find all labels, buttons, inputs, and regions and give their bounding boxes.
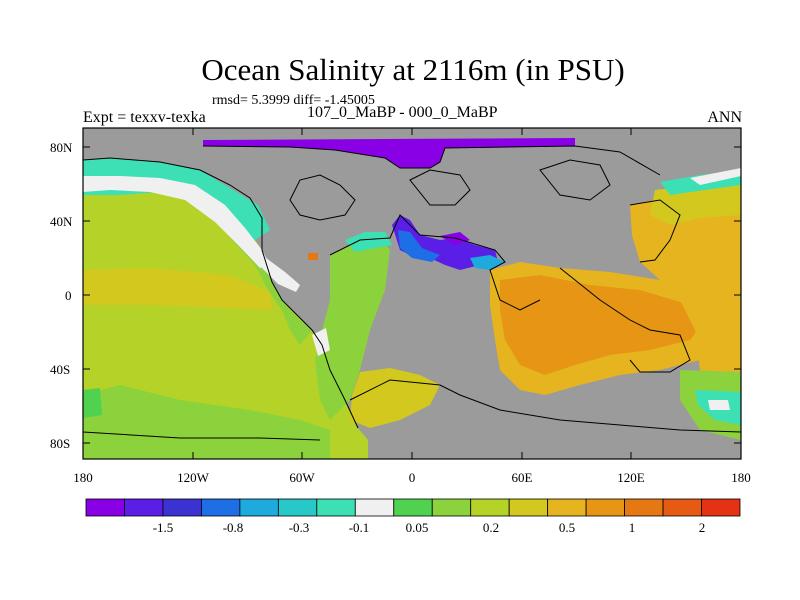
colorbar-box — [354, 498, 395, 517]
arctic-purple-band — [203, 138, 575, 168]
colorbar-label: 2 — [699, 520, 706, 535]
indian-ocean-dark-orange — [500, 275, 705, 375]
colorbar-box — [85, 498, 125, 517]
pacific-south-green — [83, 385, 330, 459]
colorbar-label: 0.5 — [559, 520, 575, 535]
colorbar-box — [585, 498, 625, 517]
west-coast-white — [262, 255, 300, 292]
lat-tick-label: 40S — [50, 362, 70, 377]
pacific-ocean-region — [83, 170, 368, 459]
difference-label: 107_0_MaBP - 000_0_MaBP — [307, 104, 498, 121]
colorbar-box — [124, 498, 164, 517]
colorbar-label: -0.8 — [223, 520, 244, 535]
colorbar-box — [431, 498, 472, 517]
colorbar-box — [508, 498, 549, 517]
colorbar-box — [624, 498, 664, 517]
coastlines — [83, 145, 741, 441]
south-atlantic-white-spot — [312, 328, 330, 356]
tick-marks — [83, 128, 741, 459]
lon-tick-label: 120W — [177, 470, 210, 485]
map-area — [83, 128, 741, 459]
colorbar-box — [393, 498, 433, 517]
colorbar-label: -1.5 — [153, 520, 174, 535]
lat-tick-label: 0 — [65, 288, 72, 303]
north-pacific-white-band — [83, 176, 270, 268]
west-pacific-orange — [630, 188, 741, 400]
lat-tick-label: 80N — [50, 140, 73, 155]
colorbar-box — [701, 498, 741, 517]
colorbar-box — [662, 498, 702, 517]
mediterranean-azure — [398, 230, 440, 262]
colorbar-label: 0.2 — [483, 520, 499, 535]
lon-tick-label: 60W — [289, 470, 315, 485]
west-edge-green — [83, 388, 102, 418]
lon-tick-label: 180 — [73, 470, 93, 485]
colorbar-box — [201, 498, 241, 517]
colorbar-label: 0.05 — [406, 520, 429, 535]
pacific-light-green-band — [83, 170, 312, 345]
colorbar-box — [277, 498, 318, 517]
colorbar-label: -0.1 — [349, 520, 370, 535]
colorbar-box — [162, 498, 202, 517]
colorbar-label: 1 — [629, 520, 636, 535]
gulf-orange-spot — [308, 253, 318, 260]
season-label: ANN — [707, 109, 742, 126]
colorbar-box — [316, 498, 356, 517]
colorbar-box — [547, 498, 587, 517]
atlantic-ocean-region — [315, 238, 390, 420]
experiment-label: Expt = texxv-texka — [83, 109, 206, 126]
atlantic-cyan-edge — [345, 232, 392, 252]
pacific-equatorial-yellow — [83, 268, 272, 310]
colorbar-box — [470, 498, 510, 517]
lat-tick-label: 40N — [50, 214, 73, 229]
colorbar-label: -0.3 — [289, 520, 310, 535]
lon-tick-label: 180 — [731, 470, 751, 485]
plot-title: Ocean Salinity at 2116m (in PSU) — [201, 52, 625, 87]
lon-tick-label: 120E — [617, 470, 645, 485]
lon-tick-label: 0 — [409, 470, 416, 485]
lon-tick-label: 60E — [512, 470, 533, 485]
colorbar-labels: -1.5 -0.8 -0.3 -0.1 0.05 0.2 0.5 1 2 — [153, 520, 706, 535]
colorbar-box — [239, 498, 279, 517]
sw-pacific-white-spot — [708, 400, 730, 410]
colorbar — [85, 498, 741, 517]
lat-tick-label: 80S — [50, 436, 70, 451]
stats-label: rmsd= 5.3999 diff= -1.45005 — [212, 93, 375, 108]
nw-pacific-white — [690, 168, 741, 185]
